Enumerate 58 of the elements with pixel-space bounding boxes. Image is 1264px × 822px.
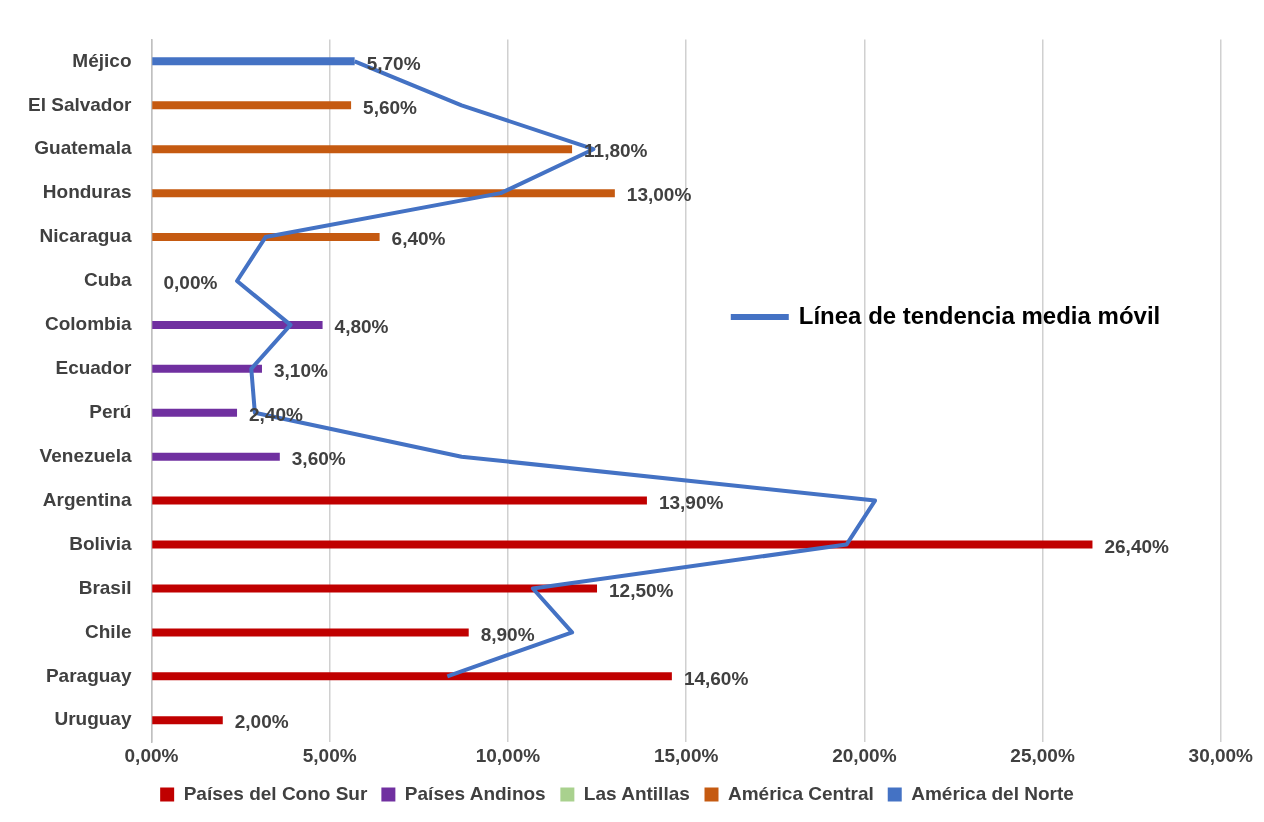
x-tick-label: 0,00% — [124, 744, 179, 766]
x-tick-label: 25,00% — [1010, 744, 1075, 766]
y-tick-label: Colombia — [44, 313, 132, 335]
y-tick-label: Bolivia — [69, 532, 132, 554]
bar — [152, 233, 380, 242]
bar — [152, 584, 598, 593]
data-label: 11,80% — [584, 140, 648, 162]
x-tick-label: 5,00% — [302, 744, 357, 766]
x-tick-label: 15,00% — [653, 744, 719, 766]
bar — [152, 364, 262, 373]
data-label: 6,40% — [391, 228, 446, 250]
data-label: 5,60% — [363, 96, 418, 118]
bar — [152, 320, 323, 329]
data-label: 14,60% — [683, 667, 749, 689]
legend-label: América del Norte — [911, 782, 1074, 804]
data-label: 4,80% — [334, 316, 389, 338]
bar — [152, 716, 223, 725]
x-tick-label: 30,00% — [1188, 744, 1254, 766]
y-tick-label: Argentina — [42, 488, 132, 510]
y-tick-label: Nicaragua — [39, 225, 132, 247]
bar — [152, 408, 238, 417]
bar — [152, 452, 280, 461]
y-tick-label: Guatemala — [34, 137, 132, 159]
bar — [152, 101, 352, 110]
legend-label: Línea de tendencia media móvil — [798, 301, 1161, 329]
legend-label: Países del Cono Sur — [183, 782, 368, 804]
data-label: 3,60% — [291, 447, 346, 469]
legend-label: América Central — [728, 782, 874, 804]
x-tick-label: 20,00% — [832, 744, 897, 766]
bar — [152, 145, 573, 154]
bar — [152, 628, 469, 637]
y-tick-label: Venezuela — [39, 444, 132, 466]
data-label: 8,90% — [480, 623, 535, 645]
y-tick-label: Chile — [85, 620, 132, 642]
y-tick-label: Cuba — [83, 269, 132, 291]
y-tick-label: Ecuador — [55, 357, 133, 379]
bar — [152, 672, 672, 681]
y-tick-label: Perú — [89, 401, 132, 422]
data-label: 2,00% — [234, 711, 289, 733]
data-label: 12,50% — [609, 579, 674, 601]
data-label: 13,90% — [658, 491, 724, 513]
data-label: 5,70% — [366, 52, 421, 74]
y-tick-label: El Salvador — [27, 93, 133, 115]
data-label: 0,00% — [163, 272, 218, 294]
x-tick-label: 10,00% — [475, 744, 541, 766]
y-tick-label: Brasil — [78, 576, 132, 598]
y-tick-label: Paraguay — [45, 664, 132, 686]
bar — [152, 540, 1093, 549]
y-tick-label: Méjico — [72, 49, 132, 71]
bar — [152, 189, 615, 198]
data-label: 13,00% — [626, 184, 692, 206]
y-tick-label: Honduras — [42, 181, 132, 203]
bar — [152, 496, 647, 505]
data-label: 26,40% — [1104, 535, 1170, 557]
y-tick-label: Uruguay — [54, 708, 132, 730]
legend-label: Las Antillas — [583, 782, 690, 804]
legend-label: Países Andinos — [404, 782, 546, 804]
data-label: 3,10% — [273, 360, 328, 382]
